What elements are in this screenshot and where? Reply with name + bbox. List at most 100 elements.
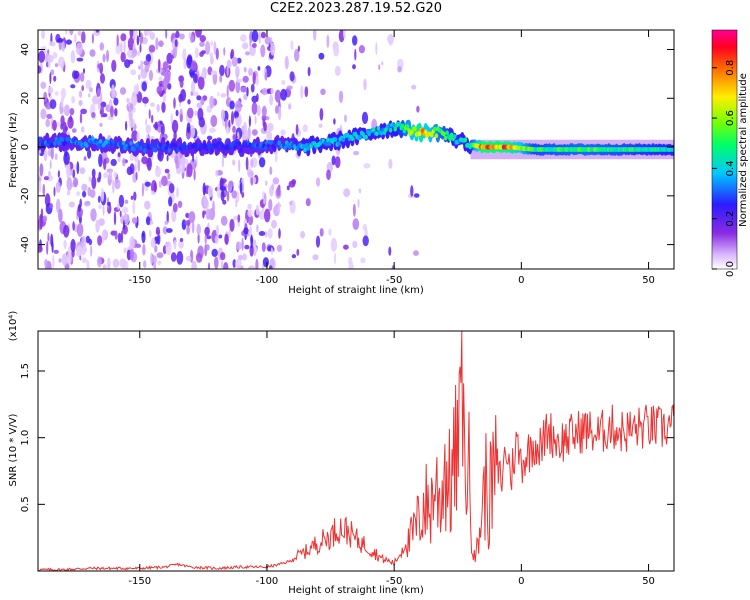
spectrogram-noise-blob — [89, 49, 96, 57]
spectrogram-noise-blob — [318, 52, 325, 60]
spectrogram-noise-blob — [348, 256, 353, 266]
spectrogram-noise-blob — [97, 63, 103, 70]
spectrogram-noise-blob — [288, 103, 292, 110]
spectrogram-noise-blob — [352, 35, 358, 46]
spectrogram-noise-blob — [102, 204, 105, 216]
spectrogram-noise-blob — [236, 57, 242, 64]
spectrogram-noise-blob — [362, 235, 369, 247]
spectrogram-ridge-core — [60, 137, 65, 143]
spectrogram-noise-blob — [125, 120, 128, 131]
spectrogram-ridge-core — [430, 132, 434, 138]
spectrogram-noise-blob — [228, 228, 231, 238]
spectrogram-ridge-core — [136, 145, 141, 151]
spectrogram-noise-blob — [343, 244, 349, 250]
spectrogram-noise-blob — [149, 32, 156, 40]
spectrogram-noise-blob — [99, 42, 105, 51]
spectrogram-ridge-core — [111, 139, 115, 145]
spectrogram-ridge-core — [401, 123, 405, 129]
spectrogram-noise-blob — [113, 211, 117, 226]
spectrogram-noise-blob — [277, 201, 281, 213]
spectrogram-noise-blob — [90, 245, 93, 257]
spectrogram-noise-blob — [375, 42, 378, 55]
spectrogram-noise-blob — [278, 228, 281, 239]
spectrogram-noise-blob — [206, 135, 213, 141]
spectrogram-noise-blob — [333, 252, 337, 265]
spectrogram-noise-blob — [343, 30, 346, 39]
spectrogram-noise-blob — [78, 203, 81, 213]
spectrogram-noise-blob — [270, 87, 274, 95]
spectrogram-noise-blob — [54, 153, 58, 161]
spectrogram-noise-blob — [112, 179, 115, 194]
spectrogram-noise-blob — [191, 80, 196, 94]
spectrogram-noise-blob — [222, 199, 227, 205]
spectrogram-ridge-core — [164, 145, 168, 151]
spectrogram-noise-blob — [209, 52, 214, 59]
spectrogram-noise-blob — [228, 79, 236, 92]
spectrogram-noise-blob — [237, 131, 240, 142]
spectrogram-noise-blob — [40, 108, 47, 120]
spectrogram-noise-blob — [209, 95, 215, 109]
spectrogram-noise-blob — [233, 215, 239, 221]
spectrogram-noise-blob — [49, 99, 57, 110]
spectrogram-noise-blob — [112, 90, 117, 98]
spectrogram-ridge-core — [301, 143, 306, 149]
spectrogram-noise-blob — [223, 47, 226, 56]
spectrogram-noise-blob — [338, 90, 344, 104]
spectrogram-ridge-core — [132, 146, 136, 152]
spectrogram-noise-blob — [97, 177, 101, 183]
spectrogram-noise-blob — [284, 55, 289, 70]
spectrogram-noise-blob — [91, 33, 94, 44]
spectrogram-noise-blob — [179, 78, 184, 88]
spectrogram-noise-blob — [232, 133, 237, 142]
spectrogram-noise-blob — [55, 181, 61, 193]
spectrogram-ridge-core — [376, 126, 381, 131]
spectrogram-noise-blob — [243, 66, 247, 73]
spectrogram-noise-blob — [71, 128, 77, 133]
spectrogram-ridge-core — [434, 133, 439, 139]
spectrogram-noise-blob — [286, 185, 290, 191]
spectrogram-noise-blob — [241, 178, 245, 185]
spectrogram-noise-blob — [141, 81, 147, 92]
spectrogram-noise-blob — [254, 115, 257, 125]
spectrogram-noise-blob — [257, 66, 261, 71]
spectrogram-noise-blob — [131, 130, 139, 142]
spectrogram-noise-blob — [275, 105, 279, 114]
spectrogram-noise-blob — [79, 112, 83, 124]
spectrogram-noise-blob — [397, 66, 402, 73]
spectrogram-noise-blob — [172, 46, 178, 59]
spectrogram-noise-blob — [118, 194, 125, 208]
spectrogram-noise-blob — [263, 121, 267, 132]
x-tick-label: -150 — [128, 576, 151, 587]
spectrogram-noise-blob — [300, 230, 306, 239]
spectrogram-noise-blob — [313, 30, 317, 41]
spectrogram-noise-blob — [133, 191, 137, 201]
spectrogram-ridge-core — [217, 146, 222, 152]
snr-y-axis-label: SNR (10 * V/V) — [8, 413, 19, 486]
spectrogram-noise-blob — [164, 71, 171, 84]
spectrogram-noise-blob — [210, 56, 214, 65]
spectrogram-noise-blob — [245, 51, 250, 56]
spectrogram-noise-blob — [166, 210, 169, 224]
spectrogram-noise-blob — [137, 50, 141, 57]
spectrogram-noise-blob — [78, 100, 83, 106]
spectrogram-noise-blob — [204, 234, 207, 245]
snr-frame — [37, 330, 675, 572]
spectrogram-noise-blob — [120, 52, 126, 63]
spectrogram-noise-blob — [235, 79, 241, 94]
spectrogram-noise-blob — [334, 65, 341, 77]
spectrogram-noise-blob — [262, 257, 269, 268]
spectrogram-noise-blob — [209, 127, 216, 133]
spectrogram-noise-blob — [52, 255, 55, 269]
spectrogram-noise-blob — [156, 104, 160, 113]
spectrogram-noise-blob — [217, 91, 220, 97]
spectrogram-noise-blob — [244, 244, 250, 250]
spectrogram-noise-blob — [307, 66, 311, 77]
spectrogram-noise-blob — [319, 228, 324, 237]
spectrogram-noise-blob — [416, 105, 420, 113]
spectrogram-noise-blob — [232, 259, 237, 268]
spectrogram-noise-blob — [352, 240, 358, 249]
spectrogram-noise-blob — [137, 159, 141, 172]
spectrogram-noise-blob — [258, 210, 266, 220]
spectrogram-ridge-core — [98, 139, 103, 144]
spectrogram-ridge-core — [85, 143, 89, 148]
